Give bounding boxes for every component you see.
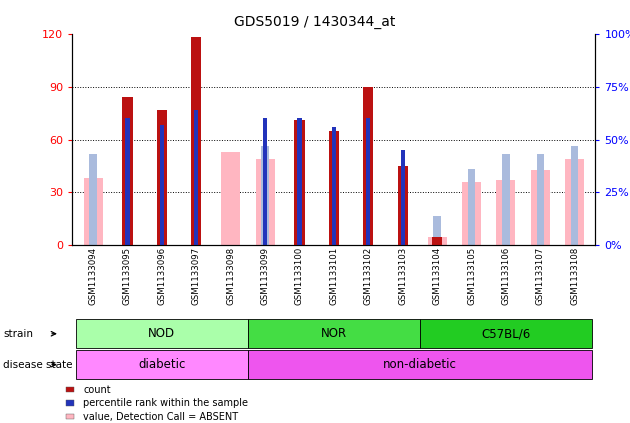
Text: GDS5019 / 1430344_at: GDS5019 / 1430344_at <box>234 15 396 29</box>
Bar <box>89 154 97 245</box>
Bar <box>263 118 267 245</box>
Text: strain: strain <box>3 329 33 339</box>
Bar <box>433 216 441 245</box>
Bar <box>537 154 544 245</box>
Bar <box>194 110 198 245</box>
Text: non-diabetic: non-diabetic <box>383 358 457 371</box>
Bar <box>221 152 240 245</box>
Text: count: count <box>83 385 111 395</box>
Bar <box>496 180 515 245</box>
Bar <box>565 159 584 245</box>
Bar <box>84 179 103 245</box>
Bar <box>157 110 167 245</box>
Text: disease state: disease state <box>3 360 72 370</box>
Bar <box>256 159 275 245</box>
Bar <box>329 131 339 245</box>
Bar <box>363 87 374 245</box>
Bar <box>531 170 550 245</box>
Bar <box>125 118 130 245</box>
Bar <box>398 166 408 245</box>
Bar <box>261 146 269 245</box>
Text: C57BL/6: C57BL/6 <box>481 327 530 340</box>
Text: percentile rank within the sample: percentile rank within the sample <box>83 398 248 408</box>
Bar <box>297 118 302 245</box>
Bar <box>571 146 578 245</box>
Bar <box>502 154 510 245</box>
Bar <box>191 37 202 245</box>
Bar <box>294 120 305 245</box>
Bar <box>428 236 447 245</box>
Bar <box>332 127 336 245</box>
Text: NOD: NOD <box>148 327 176 340</box>
Bar <box>366 118 370 245</box>
Text: value, Detection Call = ABSENT: value, Detection Call = ABSENT <box>83 412 238 422</box>
Text: diabetic: diabetic <box>138 358 186 371</box>
Bar <box>467 169 475 245</box>
Bar <box>160 125 164 245</box>
Bar <box>432 236 442 245</box>
Text: NOR: NOR <box>321 327 347 340</box>
Bar <box>462 182 481 245</box>
Bar <box>401 150 404 245</box>
Bar <box>122 97 133 245</box>
